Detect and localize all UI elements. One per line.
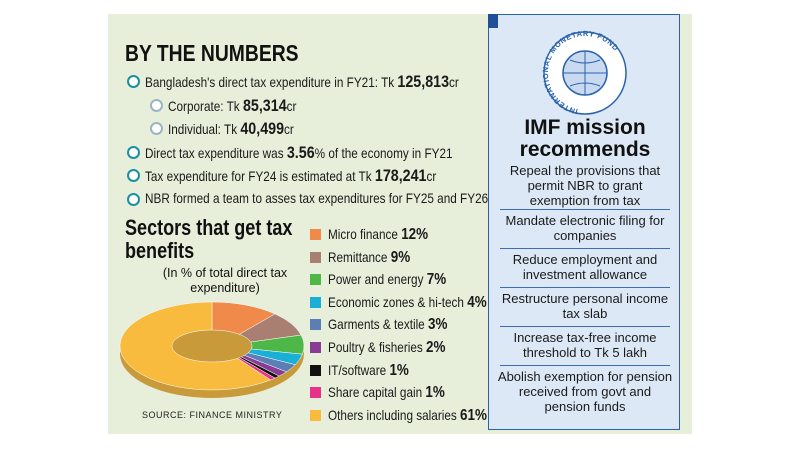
legend-value: 1% [425, 384, 445, 402]
donut-chart [119, 301, 305, 398]
bullet-after: cr [286, 98, 297, 114]
recommendation: Reduce employment and investment allowan… [512, 252, 658, 282]
legend-value: 4% [467, 293, 487, 311]
separator [500, 287, 670, 288]
chart-subtitle: (In % of total direct tax expenditure) [162, 266, 288, 295]
imf-title: IMF mission recommends [519, 116, 651, 161]
legend-label: Poultry & fisheries [328, 339, 423, 355]
bullet-number: 3.56 [286, 143, 315, 162]
bullet-icon [127, 75, 140, 88]
legend-value: 61% [460, 406, 487, 424]
bullet-number: 40,499 [240, 119, 285, 138]
legend-label: Share capital gain [328, 384, 423, 401]
legend-label: Micro finance [328, 226, 398, 242]
legend-entry: Share capital gain 1% [328, 384, 445, 402]
legend-swatch [310, 409, 321, 421]
legend-label: Garments & textile [328, 316, 425, 333]
bullet-before: NBR formed a team to asses tax expenditu… [145, 190, 489, 206]
legend-value: 3% [427, 316, 448, 334]
legend-value: 1% [389, 361, 409, 379]
bullet-before: Bangladesh's direct tax expenditure in F… [145, 74, 398, 90]
recommendation: Restructure personal income tax slab [501, 291, 669, 321]
bullet-text: Bangladesh's direct tax expenditure in F… [145, 72, 459, 92]
legend-entry: Remittance 9% [328, 249, 410, 267]
bullet-text: Individual: Tk 40,499cr [168, 119, 294, 139]
bullet-text: Corporate: Tk 85,314cr [168, 96, 296, 116]
legend-swatch [310, 296, 321, 308]
recommendation: Repeal the provisions that permit NBR to… [509, 163, 661, 208]
legend-label: Economic zones & hi-tech [328, 293, 464, 310]
bullet-icon [127, 169, 140, 182]
legend-value: 2% [426, 339, 446, 356]
separator [500, 326, 670, 327]
legend-swatch [310, 364, 321, 376]
source: SOURCE: FINANCE MINISTRY [142, 410, 283, 420]
recommendation: Increase tax-free income threshold to Tk… [513, 330, 657, 360]
legend-swatch [310, 251, 321, 263]
legend-label: IT/software [328, 361, 387, 378]
bullet-text: Tax expenditure for FY24 is estimated at… [145, 166, 436, 186]
bullet-after: cr [426, 168, 437, 184]
separator [500, 209, 670, 210]
bullet-before: Corporate: Tk [168, 98, 243, 114]
donut-slice [119, 301, 272, 391]
legend-swatch [310, 319, 321, 331]
panel-tab [488, 14, 498, 28]
imf-logo: INTERNATIONAL MONETARY FUND [541, 30, 627, 116]
legend-value: 12% [401, 226, 429, 243]
bullet-before: Direct tax expenditure was [145, 145, 287, 161]
legend-entry: Power and energy 7% [328, 271, 446, 289]
legend-swatch [310, 342, 321, 353]
legend-value: 9% [390, 248, 411, 266]
bullet-icon [127, 146, 140, 159]
bullet-icon [150, 122, 163, 135]
bullet-before: Tax expenditure for FY24 is estimated at… [145, 168, 375, 184]
legend-entry: Micro finance 12% [328, 226, 428, 244]
separator [500, 365, 670, 366]
legend-entry: Others including salaries 61% [328, 407, 487, 425]
legend-swatch [310, 387, 321, 399]
bullet-number: 85,314 [242, 96, 287, 115]
recommendation: Abolish exemption for pension received f… [497, 369, 673, 414]
legend-value: 7% [426, 271, 447, 289]
legend-label: Power and energy [328, 271, 424, 288]
bullet-after: % of the economy in FY21 [314, 145, 453, 161]
bullet-icon [150, 99, 163, 112]
chart-title: Sectors that get tax benefits [125, 215, 293, 263]
legend-entry: IT/software 1% [328, 362, 409, 380]
bullet-number: 178,241 [374, 166, 427, 185]
bullet-text: NBR formed a team to asses tax expenditu… [145, 190, 488, 206]
legend-entry: Economic zones & hi-tech 4% [328, 294, 487, 312]
legend-label: Others including salaries [328, 406, 457, 423]
logo-lines [563, 51, 607, 95]
header-title: BY THE NUMBERS [125, 40, 299, 66]
bullet-after: cr [449, 74, 459, 90]
recommendation: Mandate electronic filing for companies [505, 213, 665, 243]
legend-entry: Poultry & fisheries 2% [328, 339, 445, 357]
legend-swatch [310, 274, 321, 286]
bullet-icon [127, 193, 140, 206]
bullet-after: cr [284, 121, 294, 137]
legend-swatch [310, 229, 321, 240]
bullet-text: Direct tax expenditure was 3.56% of the … [145, 143, 453, 163]
legend-label: Remittance [328, 248, 388, 265]
bullet-number: 125,813 [397, 72, 450, 91]
legend-entry: Garments & textile 3% [328, 316, 447, 334]
separator [500, 248, 670, 249]
bullet-before: Individual: Tk [168, 121, 241, 137]
